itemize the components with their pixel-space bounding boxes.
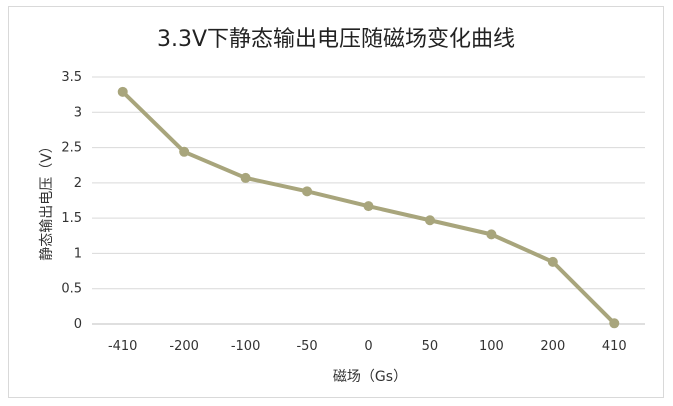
x-tick-label: -50	[296, 339, 317, 354]
y-tick-label: 3	[74, 105, 82, 120]
y-tick-label: 0.5	[61, 282, 82, 297]
chart-title: 3.3V下静态输出电压随磁场变化曲线	[157, 27, 515, 52]
data-point	[117, 86, 128, 97]
x-tick-label: 100	[479, 339, 504, 354]
data-point	[302, 186, 313, 197]
x-tick-label: 200	[540, 339, 565, 354]
y-tick-label: 2.5	[61, 141, 82, 156]
gridlines	[92, 76, 645, 325]
y-axis-label: 静态输出电压（V）	[39, 139, 55, 261]
data-point	[240, 172, 251, 183]
x-axis-label: 磁场（Gs）	[333, 369, 407, 385]
y-tick-label: 3.5	[61, 70, 82, 85]
y-tick-label: 1.5	[61, 211, 82, 226]
x-tick-label: -100	[231, 339, 261, 354]
y-tick-label: 1	[74, 246, 82, 261]
data-point	[179, 146, 190, 157]
data-point	[609, 318, 620, 329]
x-tick-label: -200	[169, 339, 199, 354]
y-tick-label: 2	[74, 176, 82, 191]
x-tick-label: 0	[364, 339, 372, 354]
x-tick-label: 50	[422, 339, 439, 354]
y-tick-label: 0	[74, 317, 82, 332]
chart-frame	[8, 6, 664, 398]
data-point	[424, 215, 435, 226]
x-tick-labels: -410 -200 -100 -50 0 50 100 200 410	[108, 339, 627, 354]
data-point	[547, 256, 558, 267]
series-group	[117, 86, 620, 329]
data-point	[486, 229, 497, 240]
x-tick-label: -410	[108, 339, 138, 354]
x-tick-label: 410	[602, 339, 627, 354]
y-tick-labels: 0 0.5 1 1.5 2 2.5 3 3.5	[61, 70, 82, 332]
data-point	[363, 201, 374, 212]
